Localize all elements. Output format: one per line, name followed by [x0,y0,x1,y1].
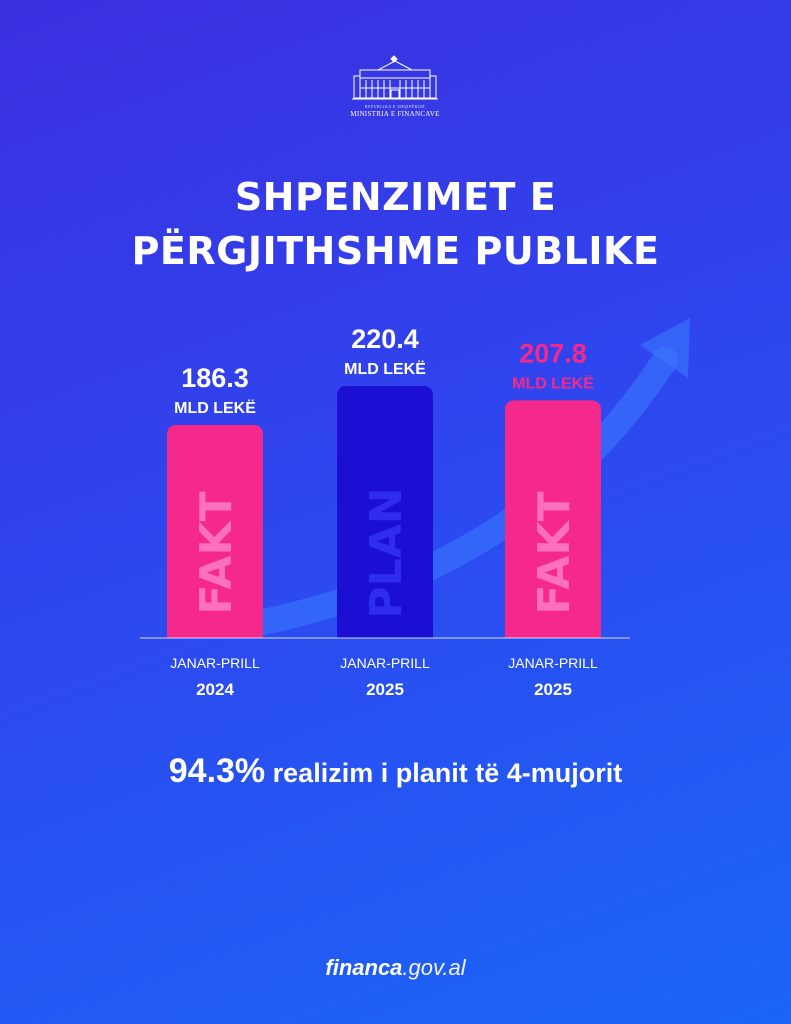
trend-arrow [237,347,678,638]
bar-unit-label-2: MLD LEKË [344,360,426,378]
bar-kind-label-3: FAKT [529,491,580,614]
x-tick-period-3: JANAR-PRILL [508,655,598,671]
bar-2 [337,386,433,638]
title-line-2: PËRGJITHSHME PUBLIKE [131,229,660,273]
x-tick-year-1: 2024 [196,680,234,699]
bar-kind-label-2: PLAN [361,487,412,618]
website-link[interactable]: financa.gov.al [0,955,791,981]
bar-3 [505,400,601,638]
x-tick-period-2: JANAR-PRILL [340,655,430,671]
title-line-1: SHPENZIMET E [234,175,557,219]
page-title: SHPENZIMET E PËRGJITHSHME PUBLIKE [0,170,791,278]
bar-value-label-1: 186.3 [181,363,249,393]
bar-unit-label-1: MLD LEKË [174,399,256,417]
trend-arrow-head [640,318,690,378]
website-name: financa [325,955,403,980]
bar-value-label-2: 220.4 [351,324,419,354]
x-tick-period-1: JANAR-PRILL [170,655,260,671]
republic-label: REPUBLIKA E SHQIPËRISË [364,104,426,109]
ministry-logo: REPUBLIKA E SHQIPËRISË MINISTRIA E FINAN… [345,52,445,128]
bar-chart: FAKT 186.3 MLD LEKË JANAR-PRILL 2024 PLAN 220.… [167,318,690,699]
x-tick-year-3: 2025 [534,680,572,699]
bar-1 [167,424,263,638]
realization-note: 94.3% realizim i planit të 4-mujorit [0,752,791,791]
bar-value-label-3: 207.8 [519,338,587,368]
bar-unit-label-3: MLD LEKË [512,374,594,392]
bar-kind-label-1: FAKT [191,491,242,614]
ministry-label: MINISTRIA E FINANCAVE [350,110,440,118]
building-icon [352,55,438,100]
x-tick-year-2: 2025 [366,680,404,699]
realization-percent: 94.3% [168,752,266,790]
realization-text: realizim i planit të 4-mujorit [265,758,623,788]
website-domain: .gov.al [402,955,466,980]
